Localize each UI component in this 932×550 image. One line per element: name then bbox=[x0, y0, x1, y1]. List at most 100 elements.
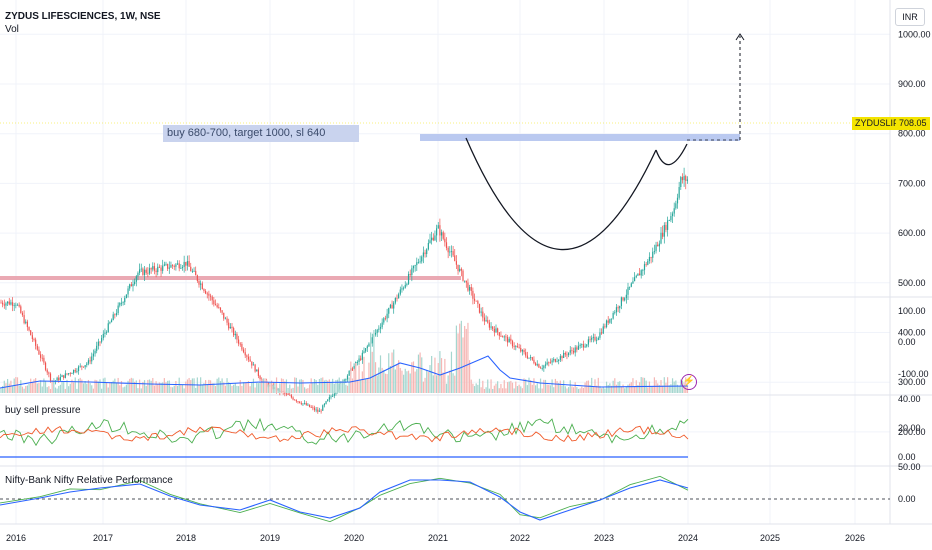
volume-bar bbox=[236, 385, 238, 393]
candle-body bbox=[325, 401, 327, 404]
volume-bar bbox=[201, 384, 203, 393]
volume-bar bbox=[454, 375, 456, 393]
volume-bar bbox=[145, 385, 147, 393]
volume-bar bbox=[143, 380, 146, 393]
candle-body bbox=[365, 348, 367, 352]
volume-tick: 0.00 bbox=[898, 337, 916, 347]
volume-bar bbox=[180, 384, 182, 393]
candle-body bbox=[231, 326, 233, 329]
volume-bar bbox=[172, 387, 174, 393]
candle-body bbox=[139, 269, 141, 273]
candle-body bbox=[371, 337, 373, 344]
volume-bar bbox=[515, 381, 517, 393]
volume-bar bbox=[536, 383, 538, 393]
price-tick-500: 500.00 bbox=[898, 278, 926, 288]
volume-bar bbox=[66, 379, 68, 393]
currency-button[interactable]: INR bbox=[895, 8, 925, 26]
candle-body bbox=[487, 320, 489, 323]
volume-bar bbox=[77, 378, 80, 393]
volume-bar bbox=[559, 380, 561, 393]
volume-bar bbox=[450, 351, 453, 393]
volume-bar bbox=[414, 371, 416, 393]
volume-bar bbox=[373, 330, 375, 393]
volume-bar bbox=[516, 386, 519, 393]
volume-bar bbox=[495, 383, 497, 393]
candle-body bbox=[521, 350, 523, 352]
volume-bar bbox=[589, 384, 591, 393]
volume-bar bbox=[577, 388, 580, 393]
volume-bar bbox=[455, 325, 457, 393]
candle-body bbox=[208, 293, 210, 296]
lightning-icon[interactable]: ⚡ bbox=[681, 374, 697, 390]
candle-body bbox=[170, 265, 172, 268]
candle-body bbox=[221, 310, 223, 313]
trade-plan-annotation[interactable]: buy 680-700, target 1000, sl 640 bbox=[163, 125, 359, 142]
volume-bar bbox=[261, 379, 263, 393]
volume-bar bbox=[530, 380, 532, 393]
volume-bar bbox=[351, 378, 354, 393]
candle-body bbox=[190, 266, 192, 272]
volume-bar bbox=[485, 387, 487, 393]
candle-body bbox=[582, 344, 585, 348]
volume-bar bbox=[673, 381, 675, 393]
volume-bar bbox=[513, 388, 515, 393]
volume-bar bbox=[396, 364, 398, 393]
candle-body bbox=[33, 339, 35, 340]
candle-body bbox=[244, 352, 246, 356]
volume-bar bbox=[401, 370, 403, 393]
volume-bar bbox=[285, 379, 288, 393]
volume-bar bbox=[178, 377, 180, 393]
candle-body bbox=[528, 357, 530, 359]
volume-bar bbox=[497, 381, 499, 393]
volume-bar bbox=[304, 387, 306, 393]
candle-body bbox=[40, 354, 42, 358]
volume-bar bbox=[541, 388, 543, 393]
volume-bar bbox=[460, 320, 462, 393]
candle-body bbox=[142, 268, 144, 275]
candle-body bbox=[158, 266, 160, 268]
candle-body bbox=[18, 304, 20, 307]
candle-body bbox=[650, 256, 652, 258]
volume-bar bbox=[325, 379, 327, 393]
candle-body bbox=[290, 395, 292, 398]
volume-bar bbox=[262, 378, 264, 393]
candle-body bbox=[498, 332, 500, 336]
candle-body bbox=[117, 305, 119, 314]
volume-bar bbox=[607, 385, 609, 393]
candle-body bbox=[346, 375, 349, 380]
volume-bar bbox=[658, 385, 660, 393]
volume-bar bbox=[117, 377, 119, 393]
volume-bar bbox=[287, 387, 289, 393]
volume-bar bbox=[137, 388, 139, 393]
candle-body bbox=[76, 371, 78, 372]
volume-bar bbox=[26, 385, 28, 393]
candle-body bbox=[619, 305, 621, 309]
candle-body bbox=[455, 261, 457, 265]
candle-body bbox=[624, 298, 626, 301]
candle-body bbox=[414, 265, 416, 266]
candle-body bbox=[429, 240, 431, 243]
candle-body bbox=[566, 354, 568, 356]
volume-bar bbox=[68, 386, 70, 393]
volume-bar bbox=[657, 383, 659, 393]
candle-body bbox=[436, 228, 438, 236]
volume-bar bbox=[198, 385, 200, 393]
bsp-tick: 40.00 bbox=[898, 394, 921, 404]
candle-body bbox=[361, 352, 363, 360]
volume-bar bbox=[125, 384, 127, 393]
candle-body bbox=[440, 232, 443, 236]
candle-body bbox=[332, 395, 334, 397]
candle-body bbox=[685, 176, 687, 181]
volume-bar bbox=[302, 379, 304, 393]
candle-body bbox=[49, 373, 52, 381]
volume-bar bbox=[630, 382, 632, 393]
candle-body bbox=[426, 249, 428, 255]
bsp-tick: 20.00 bbox=[898, 423, 921, 433]
target-arrow-head bbox=[735, 33, 745, 41]
volume-bar bbox=[563, 380, 565, 393]
candle-body bbox=[109, 322, 111, 324]
volume-bar bbox=[142, 381, 144, 393]
candle-body bbox=[469, 287, 471, 291]
volume-bar bbox=[360, 380, 362, 393]
